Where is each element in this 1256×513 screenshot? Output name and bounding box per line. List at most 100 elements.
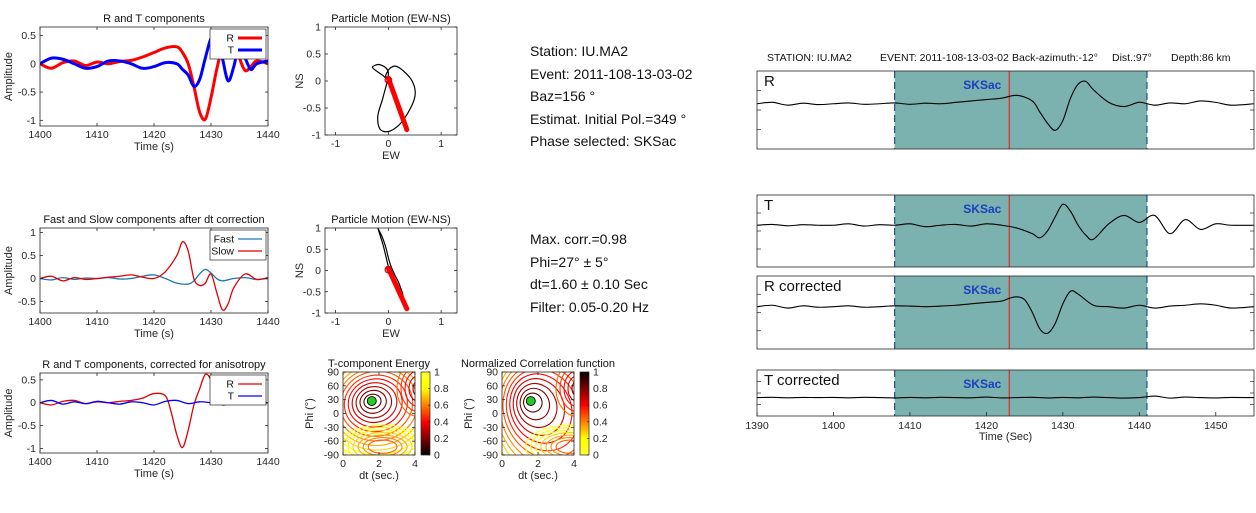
rt-legend-label-t: T [228,45,235,57]
pm1-series-group [371,63,416,133]
rtc-ylabel: Amplitude [3,389,15,438]
nc-contour-line [535,429,574,455]
fs-xtick-label: 1400 [28,316,52,328]
te-ytick-label: 30 [327,394,339,406]
seis-phase-label: SKSac [963,202,1001,216]
pm2-xtick-label: -1 [331,316,340,328]
nc-ytick-label: -90 [483,450,498,462]
pm1-origin-marker [384,76,393,84]
seis-waveform [756,203,1255,241]
nc-contour-line [516,382,558,429]
rtc-ytick-label: 0 [30,397,36,409]
rt-ytick-label: -0.5 [18,87,36,99]
pm1-xtick-label: 0 [385,138,391,150]
te-xtick-label: 4 [412,458,418,470]
rt-ylabel: Amplitude [3,52,15,101]
dt-text: dt=1.60 ± 0.10 Sec [530,276,648,292]
te-contour-line [351,382,398,424]
rt-xtick-label: 1410 [85,129,109,141]
rt-ytick-label: -1 [27,115,36,127]
pm1-ytick-label: 0 [315,76,321,88]
nc-contour-line [559,372,574,412]
pm1-ytick-label: 1 [315,22,321,34]
nc-contours [502,372,574,455]
seis-trace-label: R corrected [764,278,842,295]
rt-xtick-label: 1420 [142,129,166,141]
rtc-xtick-label: 1410 [85,456,109,468]
te-contour-line [343,372,415,451]
fs-title: Fast and Slow components after dt correc… [43,214,264,226]
rt-panel: 1400 1410 1420 1430 1440 0.5 0 -0.5 -1 R and T co… [3,13,280,153]
rt-xtick-label: 1400 [28,129,52,141]
rtc-xtick-label: 1420 [142,456,166,468]
rtc-ytick-label: -1 [27,443,36,455]
nc-title: Normalized Correlation function [461,358,615,370]
seis-time-window [894,195,1147,267]
seis-trace-box [756,194,1255,268]
rtc-legend-label-t: T [228,391,235,403]
rt-ytick-label: 0 [30,58,36,70]
phi-text: Phi=27° ± 5° [530,253,609,270]
pm1-ytick-label: -0.5 [303,103,321,115]
te-colorbar-label: 0 [434,450,440,462]
seis-xtick-label: 1430 [1051,420,1075,432]
station-text: Station: IU.MA2 [530,43,629,59]
nc-best-fit-marker [525,396,536,406]
rt-ytick-label: 0.5 [21,30,36,42]
seis-trace-panel-0: SKSac R [756,70,1255,150]
pm2-ytick-label: -1 [312,308,321,320]
fs-xtick-label: 1440 [256,316,280,328]
nc-colorbar-label: 1 [593,367,599,379]
nc-contour-line [523,392,543,413]
fs-legend-label-slow: Slow [211,246,234,258]
seis-waveform [756,80,1255,131]
pm2-ytick-label: 0.5 [306,244,321,256]
te-ytick-label: 0 [333,408,339,420]
pm1-xtick-label: 1 [438,138,444,150]
seismogram-panel: STATION: IU.MA2 EVENT: 2011-108-13-03-02 B… [745,52,1255,443]
nc-colorbar-label: 0.4 [593,416,608,428]
seis-header-item: Dist.:97° [1112,52,1152,64]
seis-trace-box [756,70,1255,150]
nc-xtick-label: 2 [535,458,541,470]
te-best-fit-marker [366,396,377,406]
te-contour-line [347,378,403,428]
te-ytick-label: 90 [327,367,339,379]
te-contour-line [343,372,415,447]
fs-ytick-label: -0.5 [18,296,36,308]
fs-ytick-label: 1 [30,227,36,239]
event-text: Event: 2011-108-13-03-02 [530,65,693,82]
te-colorbar [420,371,431,456]
te-contour-line [412,381,415,396]
nc-ytick-label: -60 [483,436,498,448]
te-contour-line [363,393,382,410]
te-contour-line [396,372,415,417]
rtc-xlabel: Time (s) [134,468,174,480]
te-contour-line [367,439,398,454]
filter-text: Filter: 0.05-0.20 Hz [530,298,650,315]
seis-phase-label: SKSac [963,377,1001,391]
nc-contour-line [505,372,574,452]
pm1-ytick-label: 0.5 [306,49,321,61]
pm2-series-trace-1 [385,265,410,312]
te-colorbar-label: 1 [434,367,440,379]
te-contour-line [400,372,415,412]
te-contour-line [362,437,403,455]
nc-ylabel: Phi (°) [463,398,475,429]
te-colorbar-label: 0.2 [434,433,449,445]
pm2-ytick-label: 1 [315,223,321,235]
rtc-xtick-label: 1440 [256,456,280,468]
seis-trace-label: R [764,73,775,90]
pm1-ylabel: NS [294,73,306,88]
fs-series-slow [40,241,268,311]
nc-contour-line [519,387,551,421]
rtc-xtick-label: 1430 [199,456,223,468]
nc-colorbar-label: 0 [593,450,599,462]
rt-xlabel: Time (s) [134,141,174,153]
rtc-legend-label-r: R [226,379,234,391]
nc-contour-line [567,376,574,402]
nc-colorbar-label: 0.6 [593,400,608,412]
